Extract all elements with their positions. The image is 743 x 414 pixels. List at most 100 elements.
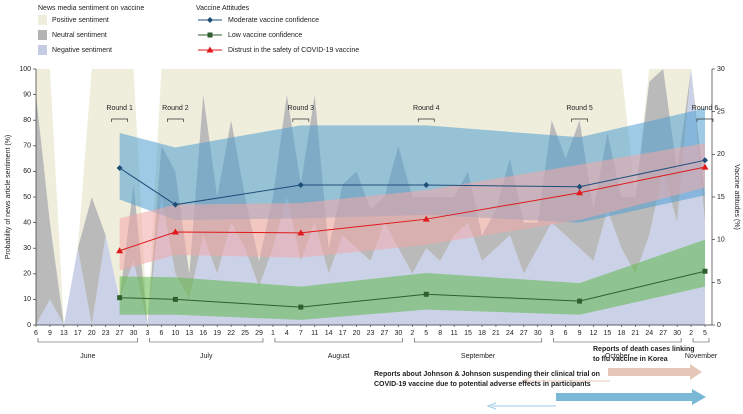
x-tick-label: 2 bbox=[689, 330, 693, 337]
x-tick-label: 24 bbox=[645, 330, 653, 337]
month-label: October bbox=[605, 353, 631, 360]
legend-label: Neutral sentiment bbox=[52, 32, 107, 39]
x-tick-label: 22 bbox=[227, 330, 235, 337]
x-tick-label: 24 bbox=[506, 330, 514, 337]
x-tick-label: 11 bbox=[311, 330, 318, 337]
round-bracket bbox=[292, 118, 310, 122]
x-tick-label: 27 bbox=[381, 330, 389, 337]
x-tick-label: 17 bbox=[74, 330, 82, 337]
legend-marker bbox=[207, 17, 213, 23]
sentiment-area bbox=[36, 69, 705, 325]
annotation: to flu vaccine in Korea bbox=[593, 356, 668, 363]
arrow bbox=[520, 377, 531, 385]
x-tick-label: 7 bbox=[299, 330, 303, 337]
x-tick-label: 30 bbox=[130, 330, 138, 337]
y-tick-label: 80 bbox=[23, 117, 31, 124]
x-tick-label: 20 bbox=[353, 330, 361, 337]
round-bracket bbox=[417, 118, 435, 122]
month-bracket bbox=[149, 338, 264, 343]
annotation: Reports of death cases linking bbox=[593, 346, 695, 353]
month-label: August bbox=[328, 353, 350, 360]
month-bracket bbox=[37, 338, 138, 343]
y-tick-label: 20 bbox=[23, 271, 31, 278]
marker bbox=[576, 183, 583, 190]
x-tick-label: 15 bbox=[604, 330, 612, 337]
marker bbox=[702, 157, 708, 164]
marker bbox=[171, 228, 179, 235]
legend-label: Negative sentiment bbox=[52, 47, 112, 54]
round-label: Round 1 bbox=[106, 105, 133, 112]
arrow bbox=[486, 402, 497, 410]
y-tick-label: 100 bbox=[19, 66, 31, 73]
x-tick-label: 1 bbox=[271, 330, 275, 337]
x-tick-label: 15 bbox=[464, 330, 472, 337]
marker bbox=[297, 229, 305, 236]
x-tick-label: 27 bbox=[659, 330, 667, 337]
marker bbox=[423, 291, 429, 297]
month-label: June bbox=[80, 353, 95, 360]
month-bracket bbox=[414, 338, 543, 343]
round-bracket bbox=[571, 118, 588, 122]
y-tick-label: 0 bbox=[27, 322, 31, 329]
y-tick-label: 50 bbox=[23, 194, 31, 201]
x-tick-label: 30 bbox=[534, 330, 542, 337]
round-label: Round 2 bbox=[162, 105, 189, 112]
month-bracket bbox=[692, 338, 710, 343]
month-label: November bbox=[685, 353, 718, 360]
round-label: Round 6 bbox=[692, 105, 719, 112]
x-tick-label: 25 bbox=[241, 330, 249, 337]
round-bracket bbox=[167, 118, 184, 122]
x-tick-label: 13 bbox=[60, 330, 68, 337]
y2-tick-label: 5 bbox=[717, 279, 721, 286]
legend-swatch bbox=[38, 15, 47, 25]
x-tick-label: 17 bbox=[339, 330, 347, 337]
y2-tick-label: 20 bbox=[717, 151, 725, 158]
x-tick-label: 6 bbox=[34, 330, 38, 337]
x-tick-label: 18 bbox=[617, 330, 625, 337]
sentiment-legend-title: News media sentiment on vaccine bbox=[38, 5, 144, 12]
x-tick-label: 29 bbox=[255, 330, 263, 337]
y2-tick-label: 10 bbox=[717, 237, 725, 244]
sentiment-area bbox=[36, 69, 705, 325]
legend-swatch bbox=[38, 45, 47, 55]
x-tick-label: 14 bbox=[325, 330, 333, 337]
x-tick-label: 12 bbox=[590, 330, 598, 337]
marker bbox=[701, 163, 709, 170]
x-tick-label: 27 bbox=[520, 330, 528, 337]
series-line bbox=[119, 159, 706, 206]
x-tick-label: 13 bbox=[185, 330, 193, 337]
marker bbox=[117, 295, 123, 301]
annotation-arrows bbox=[486, 364, 706, 410]
x-tick-label: 23 bbox=[102, 330, 110, 337]
y-tick-label: 90 bbox=[23, 91, 31, 98]
round-label: Round 4 bbox=[413, 105, 440, 112]
y2-tick-label: 30 bbox=[717, 66, 725, 73]
y-axis-label: Probability of news article sentiment (%… bbox=[5, 135, 12, 260]
x-tick-label: 18 bbox=[478, 330, 486, 337]
month-bracket bbox=[274, 338, 403, 343]
month-bracket bbox=[553, 338, 682, 343]
round-bracket bbox=[696, 118, 714, 122]
series-line bbox=[119, 166, 706, 252]
y-tick-label: 40 bbox=[23, 219, 31, 226]
round-label: Round 3 bbox=[288, 105, 315, 112]
marker bbox=[297, 182, 304, 189]
series-line bbox=[119, 270, 706, 308]
marker bbox=[172, 296, 178, 302]
arrow bbox=[608, 364, 702, 380]
marker bbox=[422, 215, 430, 222]
marker bbox=[577, 298, 583, 304]
x-tick-label: 8 bbox=[438, 330, 442, 337]
confidence-band bbox=[119, 143, 705, 271]
marker bbox=[116, 164, 123, 171]
legend-marker bbox=[206, 46, 214, 53]
marker bbox=[702, 268, 708, 274]
y2-tick-label: 0 bbox=[717, 322, 721, 329]
x-tick-label: 21 bbox=[492, 330, 500, 337]
y-tick-label: 70 bbox=[23, 143, 31, 150]
x-tick-label: 6 bbox=[159, 330, 163, 337]
legend-label: Positive sentiment bbox=[52, 17, 109, 24]
x-tick-label: 10 bbox=[171, 330, 179, 337]
x-tick-label: 3 bbox=[550, 330, 554, 337]
